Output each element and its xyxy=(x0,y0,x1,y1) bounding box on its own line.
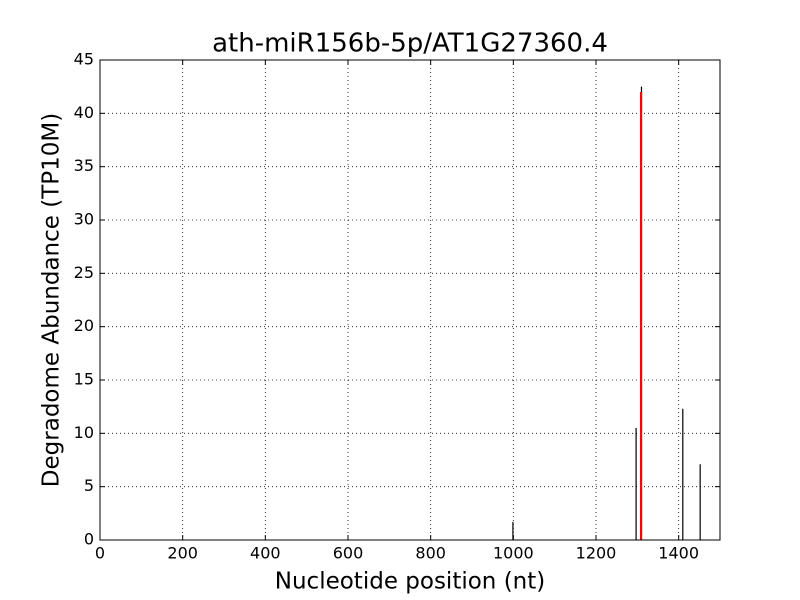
x-tick-label: 200 xyxy=(167,544,198,563)
x-tick-label: 0 xyxy=(95,544,105,563)
x-tick-label: 1200 xyxy=(576,544,617,563)
y-tick-label: 40 xyxy=(74,103,94,122)
y-tick-label: 25 xyxy=(74,263,94,282)
x-tick-label: 1000 xyxy=(493,544,534,563)
plot-frame xyxy=(99,59,721,541)
x-tick-label: 400 xyxy=(250,544,281,563)
x-tick-label: 1400 xyxy=(658,544,699,563)
y-tick-label: 20 xyxy=(74,316,94,335)
y-tick-label: 0 xyxy=(84,530,94,549)
x-tick-label: 800 xyxy=(415,544,446,563)
x-tick-label: 600 xyxy=(333,544,364,563)
y-tick-label: 10 xyxy=(74,423,94,442)
y-tick-label: 15 xyxy=(74,370,94,389)
y-tick-label: 5 xyxy=(84,476,94,495)
y-tick-label: 35 xyxy=(74,156,94,175)
y-tick-label: 45 xyxy=(74,50,94,69)
chart-title: ath-miR156b-5p/AT1G27360.4 xyxy=(212,29,608,59)
y-axis-label: Degradome Abundance (TP10M) xyxy=(39,113,65,487)
x-axis-label: Nucleotide position (nt) xyxy=(275,569,545,595)
y-tick-label: 30 xyxy=(74,210,94,229)
